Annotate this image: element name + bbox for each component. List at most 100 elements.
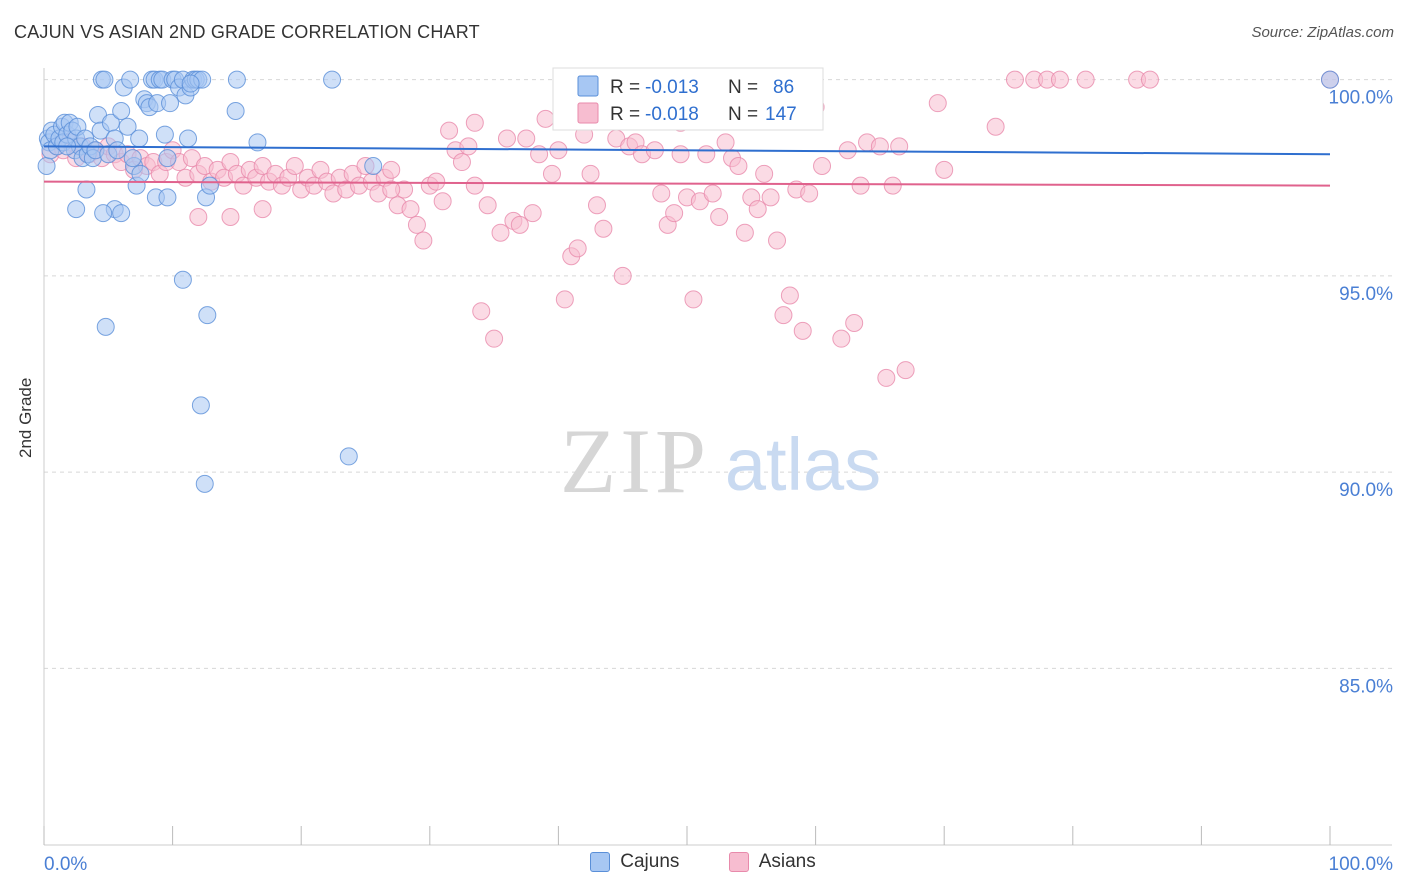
legend-label-asians: Asians (758, 851, 816, 872)
asians-point (845, 313, 864, 332)
trend-lines (43, 145, 1331, 187)
cajuns-point (130, 129, 149, 148)
cajuns-point (364, 156, 383, 175)
stats-n-value-cajuns: 86 (773, 77, 794, 98)
asians-point (382, 160, 401, 179)
asians-point (883, 176, 902, 195)
asians-point (407, 215, 426, 234)
asians-point (755, 164, 774, 183)
asians-point (530, 145, 549, 164)
asians-point (472, 302, 491, 321)
asians-point (465, 113, 484, 132)
asians-point (768, 231, 787, 250)
stats-r-value-cajuns: -0.013 (645, 77, 699, 98)
cajuns-point (1321, 70, 1339, 89)
x-tick-labels: 0.0% 100.0% (44, 854, 1393, 875)
stats-n-label-cajuns: N = (728, 77, 758, 98)
asians-point (523, 204, 542, 223)
cajuns-point (37, 156, 56, 175)
x-tick-label-min: 0.0% (44, 854, 87, 875)
watermark-atlas: atlas (725, 423, 881, 506)
x-tick-label-max: 100.0% (1329, 854, 1394, 875)
asians-point (452, 153, 471, 172)
asians-point (729, 156, 748, 175)
asians-point (703, 184, 722, 203)
stats-swatch-cajuns (577, 75, 599, 97)
asians-point (851, 176, 870, 195)
asians-point (440, 121, 459, 140)
cajuns-point (121, 70, 140, 89)
cajuns-point (181, 74, 200, 93)
cajuns-point (131, 164, 150, 183)
asians-point (877, 368, 896, 387)
asians-point (485, 329, 504, 348)
asians-point (382, 180, 401, 199)
stats-r-label-asians: R = (610, 104, 640, 125)
asians-point (491, 223, 510, 242)
asians-point (652, 184, 671, 203)
asians-point (542, 164, 561, 183)
stats-r-value-asians: -0.018 (645, 104, 699, 125)
asians-point (793, 321, 812, 340)
asians-trend-line (43, 180, 1331, 187)
asians-point (928, 94, 947, 113)
asians-point (189, 208, 208, 226)
asians-point (665, 204, 684, 223)
stats-swatch-asians (577, 102, 599, 124)
asians-point (285, 156, 304, 175)
asians-point (697, 145, 716, 164)
asians-point (253, 200, 272, 219)
cajuns-point (158, 188, 177, 207)
asians-point (710, 208, 729, 226)
asians-point (748, 200, 767, 219)
asians-point (555, 290, 574, 309)
asians-point (594, 219, 613, 238)
asians-point (716, 133, 735, 152)
cajuns-point (195, 474, 214, 493)
asians-point (813, 156, 832, 175)
asians-point (1005, 70, 1024, 89)
asians-point (581, 164, 600, 183)
asians-point (735, 223, 754, 242)
asians-point (935, 160, 954, 179)
asians-point (433, 192, 452, 211)
asians-point (986, 117, 1005, 136)
cajuns-point (155, 125, 174, 144)
cajuns-point (112, 102, 131, 121)
cajuns-point (96, 317, 115, 336)
watermark: ZIP atlas (560, 410, 881, 512)
asians-point (832, 329, 851, 348)
y-tick-label: 90.0% (1339, 480, 1393, 501)
legend-item-asians[interactable]: Asians (728, 851, 816, 873)
asians-point (427, 172, 446, 191)
cajuns-point (227, 70, 246, 89)
legend-label-cajuns: Cajuns (620, 851, 680, 872)
asians-point (1140, 70, 1159, 89)
axes (43, 68, 1392, 846)
stats-legend: R = -0.013 N = 86 R = -0.018 N = 147 (552, 67, 824, 131)
legend-item-cajuns[interactable]: Cajuns (590, 851, 679, 873)
cajuns-point (226, 102, 245, 121)
legend-swatch-asians (728, 852, 749, 872)
source-label: Source: ZipAtlas.com (1251, 24, 1394, 41)
asians-point (401, 200, 420, 219)
y-tick-label: 85.0% (1339, 676, 1393, 697)
asians-point (465, 176, 484, 195)
cajuns-point (161, 94, 180, 113)
asians-point (414, 231, 433, 250)
asians-point (761, 188, 780, 207)
cajuns-point (112, 204, 131, 223)
asians-point (1076, 70, 1095, 89)
stats-n-value-asians: 147 (765, 104, 797, 125)
asians-point (497, 129, 516, 148)
cajuns-point (339, 447, 358, 466)
asians-point (684, 290, 703, 309)
cajuns-point (191, 396, 210, 415)
cajuns-point (179, 129, 198, 148)
y-tick-labels: 100.0% 95.0% 90.0% 85.0% (1329, 88, 1394, 698)
legend-swatch-cajuns (590, 852, 611, 872)
cajuns-point (77, 180, 96, 199)
watermark-zip: ZIP (560, 410, 710, 512)
y-tick-label: 95.0% (1339, 284, 1393, 305)
